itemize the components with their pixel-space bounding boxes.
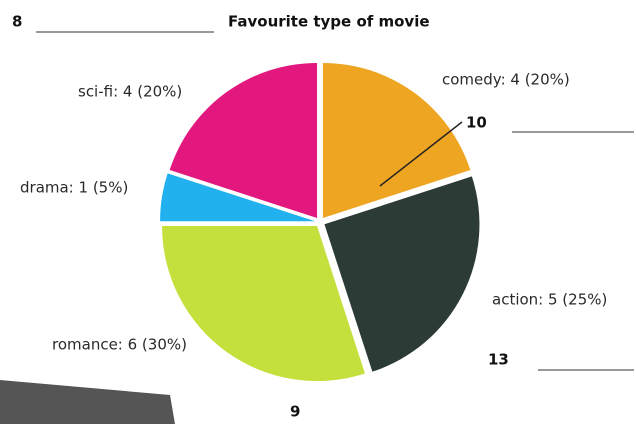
pie-slice bbox=[162, 226, 365, 382]
slice-label: drama: 1 (5%) bbox=[20, 179, 128, 197]
question-number: 13 bbox=[488, 351, 509, 369]
chart-title: Favourite type of movie bbox=[228, 13, 430, 31]
pie-slice bbox=[324, 176, 480, 372]
pie-slice bbox=[160, 173, 316, 222]
question-number: 9 bbox=[290, 403, 300, 421]
background-shape bbox=[0, 380, 175, 424]
pie-slice bbox=[169, 62, 318, 218]
slice-label: sci-fi: 4 (20%) bbox=[78, 83, 182, 101]
pie-slice bbox=[322, 62, 471, 218]
leader-line bbox=[379, 121, 463, 187]
question-number: 8 bbox=[12, 13, 22, 31]
question-number: 10 bbox=[466, 114, 487, 132]
slice-label: comedy: 4 (20%) bbox=[442, 71, 570, 89]
slice-label: romance: 6 (30%) bbox=[52, 336, 187, 354]
slice-label: action: 5 (25%) bbox=[492, 291, 607, 309]
